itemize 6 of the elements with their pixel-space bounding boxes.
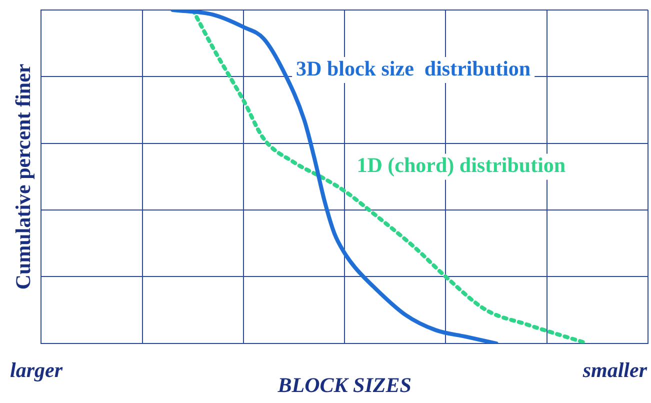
text: smaller — [582, 358, 648, 382]
series-label: 3D block size distribution — [296, 56, 531, 80]
y-axis-title: Cumulative percent finer — [11, 64, 36, 290]
series-label: 1D (chord) distribution — [356, 153, 566, 178]
x-axis-title: BLOCK SIZES — [276, 372, 412, 397]
text: larger — [10, 358, 64, 382]
